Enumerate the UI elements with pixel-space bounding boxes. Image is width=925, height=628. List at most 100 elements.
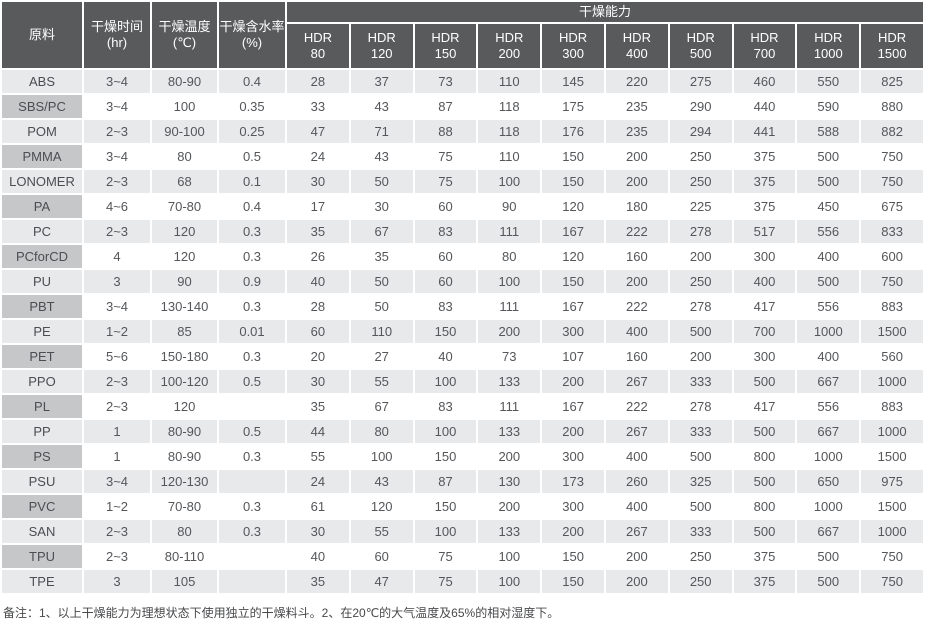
capacity-cell: 55 (350, 520, 413, 543)
capacity-cell: 37 (350, 70, 413, 93)
capacity-cell: 35 (287, 395, 349, 418)
temp-cell: 120 (152, 395, 217, 418)
capacity-cell: 200 (478, 445, 541, 468)
temp-cell: 105 (152, 570, 217, 593)
hdr-size: 150 (434, 45, 457, 61)
capacity-cell: 500 (733, 420, 796, 443)
capacity-cell: 400 (733, 270, 796, 293)
temp-cell: 90 (152, 270, 217, 293)
capacity-cell: 167 (542, 295, 604, 318)
col-header-hdr-1500: HDR 1500 (861, 23, 923, 68)
capacity-cell: 1000 (797, 495, 860, 518)
capacity-cell: 333 (669, 370, 732, 393)
capacity-cell: 800 (733, 445, 796, 468)
capacity-cell: 60 (414, 195, 477, 218)
capacity-cell: 556 (797, 220, 860, 243)
capacity-cell: 375 (733, 195, 796, 218)
time-cell: 1~2 (84, 495, 150, 518)
capacity-cell: 300 (542, 320, 604, 343)
capacity-cell: 150 (542, 545, 604, 568)
time-cell: 3~4 (84, 295, 150, 318)
capacity-cell: 1000 (797, 320, 860, 343)
capacity-cell: 975 (861, 470, 923, 493)
capacity-cell: 30 (350, 195, 413, 218)
capacity-cell: 50 (350, 170, 413, 193)
temp-cell: 70-80 (152, 495, 217, 518)
capacity-cell: 333 (669, 520, 732, 543)
time-cell: 3~4 (84, 145, 150, 168)
capacity-cell: 300 (733, 345, 796, 368)
moisture-cell: 0.01 (219, 320, 285, 343)
capacity-cell: 700 (733, 320, 796, 343)
capacity-cell: 133 (478, 370, 541, 393)
hdr-name: HDR (878, 30, 907, 46)
capacity-cell: 590 (797, 95, 860, 118)
moisture-cell: 0.5 (219, 145, 285, 168)
hdr-size: 400 (626, 45, 648, 61)
table-row: PVC 1~2 70-80 0.3 61 120 150 200 300 400 500 800 100… (2, 495, 923, 518)
material-cell: PP (2, 420, 82, 443)
capacity-cell: 67 (350, 395, 413, 418)
material-cell: PSU (2, 470, 82, 493)
material-cell: POM (2, 120, 82, 143)
capacity-cell: 500 (733, 370, 796, 393)
temp-cell: 100-120 (152, 370, 217, 393)
capacity-cell: 200 (542, 370, 604, 393)
capacity-cell: 47 (287, 120, 349, 143)
hdr-size: 500 (689, 45, 712, 61)
capacity-cell: 110 (350, 320, 413, 343)
capacity-cell: 47 (350, 570, 413, 593)
drying-capacity-table: 原料 干燥时间 (hr) 干燥温度 (℃) 干燥含水率 (%) 干燥能力 HDR… (0, 0, 925, 595)
material-cell: ABS (2, 70, 82, 93)
capacity-cell: 100 (478, 270, 541, 293)
capacity-cell: 250 (669, 545, 732, 568)
capacity-cell: 60 (287, 320, 349, 343)
temp-cell: 120 (152, 245, 217, 268)
capacity-cell: 75 (414, 170, 477, 193)
hdr-size: 80 (310, 45, 326, 61)
capacity-cell: 250 (669, 145, 732, 168)
moisture-cell (219, 545, 285, 568)
material-cell: PL (2, 395, 82, 418)
hdr-name: HDR (495, 30, 524, 46)
capacity-cell: 220 (605, 70, 668, 93)
capacity-cell: 560 (861, 345, 923, 368)
capacity-cell: 600 (861, 245, 923, 268)
time-cell: 2~3 (84, 545, 150, 568)
moisture-cell: 0.3 (219, 495, 285, 518)
capacity-cell: 111 (478, 395, 541, 418)
capacity-cell: 150 (542, 570, 604, 593)
moisture-cell: 0.3 (219, 245, 285, 268)
capacity-cell: 75 (414, 570, 477, 593)
capacity-cell: 278 (669, 220, 732, 243)
capacity-cell: 883 (861, 395, 923, 418)
capacity-cell: 160 (605, 245, 668, 268)
capacity-cell: 120 (542, 245, 604, 268)
capacity-cell: 43 (350, 145, 413, 168)
col-header-moisture: 干燥含水率 (%) (219, 2, 285, 68)
moisture-cell: 0.3 (219, 220, 285, 243)
table-row: POM 2~3 90-100 0.25 47 71 88 118 176 235 294 441 588… (2, 120, 923, 143)
capacity-cell: 222 (605, 220, 668, 243)
hdr-name: HDR (750, 30, 779, 46)
capacity-cell: 200 (478, 495, 541, 518)
table-row: PA 4~6 70-80 0.4 17 30 60 90 120 180 225 375 450 675 (2, 195, 923, 218)
col-header-temp-label: 干燥温度 (158, 19, 211, 35)
moisture-cell (219, 395, 285, 418)
temp-cell: 90-100 (152, 120, 217, 143)
capacity-cell: 200 (542, 420, 604, 443)
material-cell: PU (2, 270, 82, 293)
moisture-cell (219, 570, 285, 593)
hdr-name: HDR (367, 30, 396, 46)
capacity-cell: 883 (861, 295, 923, 318)
time-cell: 1~2 (84, 320, 150, 343)
table-row: PPO 2~3 100-120 0.5 30 55 100 133 200 267 333 500 66… (2, 370, 923, 393)
time-cell: 3~4 (84, 95, 150, 118)
capacity-cell: 75 (414, 145, 477, 168)
capacity-cell: 30 (287, 370, 349, 393)
capacity-cell: 250 (669, 270, 732, 293)
table-row: PS 1 80-90 0.3 55 100 150 200 300 400 500 800 1000 15… (2, 445, 923, 468)
table-row: PC 2~3 120 0.3 35 67 83 111 167 222 278 517 556 833 (2, 220, 923, 243)
material-cell: SBS/PC (2, 95, 82, 118)
capacity-cell: 33 (287, 95, 349, 118)
